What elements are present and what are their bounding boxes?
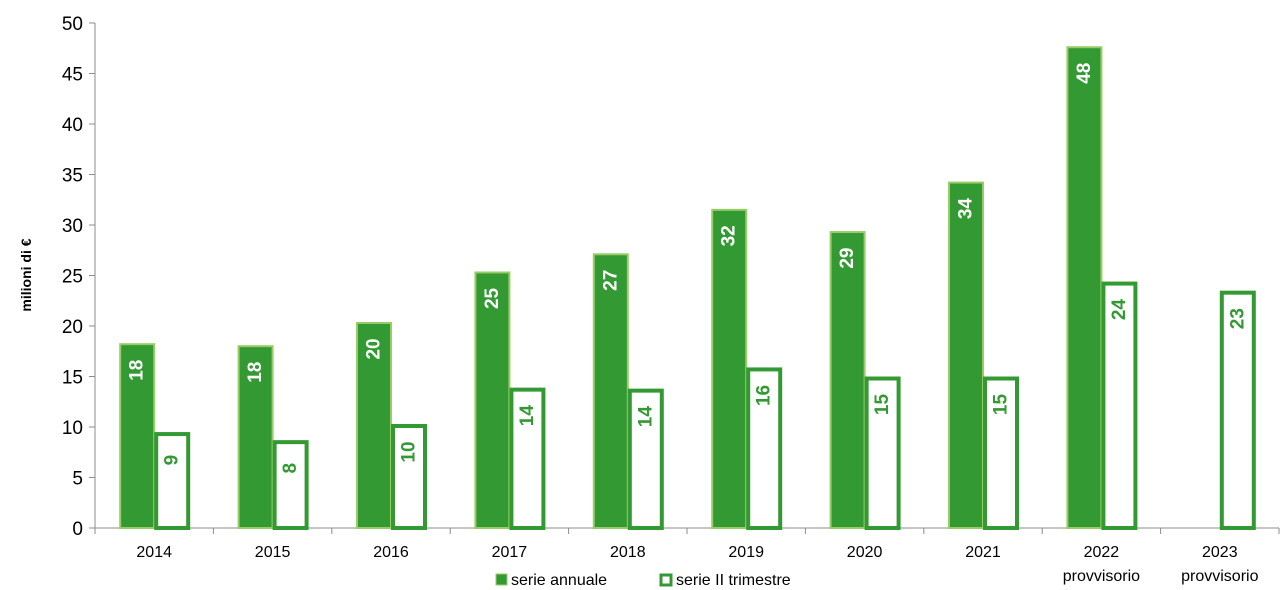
x-tick-label: 2018 bbox=[610, 544, 646, 561]
data-label-serie-ii-trimestre: 16 bbox=[754, 385, 775, 406]
bar-serie-annuale bbox=[237, 345, 274, 530]
bar-serie-ii-trimestre bbox=[983, 376, 1019, 530]
bar-serie-ii-trimestre bbox=[1219, 290, 1256, 531]
x-tick-label: provvisorio bbox=[1063, 568, 1140, 585]
data-label-serie-annuale: 48 bbox=[1074, 63, 1095, 84]
bar-serie-annuale bbox=[948, 181, 984, 530]
legend-item-serie-ii-trimestre: serie II trimestre bbox=[659, 572, 791, 589]
data-label-serie-annuale: 18 bbox=[245, 362, 266, 383]
x-tick-label: 2017 bbox=[492, 544, 528, 561]
data-label-serie-ii-trimestre: 14 bbox=[635, 406, 656, 428]
bar-serie-ii-trimestre bbox=[154, 432, 191, 531]
data-label-serie-annuale: 18 bbox=[127, 360, 148, 381]
y-tick-label: 20 bbox=[62, 317, 83, 338]
y-tick-label: 50 bbox=[62, 14, 83, 35]
y-tick-label: 45 bbox=[62, 65, 83, 86]
data-label-serie-ii-trimestre: 15 bbox=[991, 394, 1012, 416]
y-tick-label: 0 bbox=[72, 519, 83, 540]
data-label-serie-ii-trimestre: 15 bbox=[872, 394, 893, 416]
data-label-serie-ii-trimestre: 23 bbox=[1227, 308, 1248, 329]
bar-serie-annuale bbox=[829, 231, 866, 529]
data-label-serie-ii-trimestre: 24 bbox=[1109, 299, 1130, 321]
bars bbox=[119, 46, 1256, 531]
data-labels: 18 9 18 8 20 10 25 14 27 14 32 16 29 15 34 15 48 24 23 bbox=[127, 63, 1249, 474]
bar-serie-annuale bbox=[474, 271, 511, 529]
y-tick-label: 10 bbox=[62, 418, 83, 439]
data-label-serie-annuale: 34 bbox=[956, 198, 977, 220]
bar-serie-annuale bbox=[592, 253, 629, 529]
x-tick-label: 2020 bbox=[847, 544, 883, 561]
data-label-serie-ii-trimestre: 9 bbox=[162, 455, 183, 466]
data-label-serie-ii-trimestre: 10 bbox=[399, 441, 420, 462]
y-tick-label: 5 bbox=[72, 469, 83, 490]
bar-serie-ii-trimestre bbox=[391, 423, 427, 530]
data-label-serie-annuale: 29 bbox=[837, 247, 858, 268]
bar-serie-ii-trimestre bbox=[1101, 281, 1138, 530]
data-label-serie-ii-trimestre: 8 bbox=[280, 463, 301, 474]
bar-serie-annuale bbox=[711, 208, 748, 529]
x-tick-label: 2019 bbox=[728, 544, 764, 561]
bar-serie-ii-trimestre bbox=[272, 440, 309, 530]
data-label-serie-ii-trimestre: 14 bbox=[517, 405, 538, 427]
legend-item-serie-annuale: serie annuale bbox=[495, 572, 607, 589]
y-tick-label: 15 bbox=[62, 368, 83, 389]
x-tick-label: 2023 bbox=[1202, 544, 1238, 561]
legend-label: serie annuale bbox=[511, 572, 607, 589]
data-label-serie-annuale: 25 bbox=[482, 287, 503, 309]
data-label-serie-annuale: 32 bbox=[719, 225, 740, 246]
legend-swatch-filled bbox=[495, 573, 508, 586]
x-tick-label: 2022 bbox=[1084, 544, 1120, 561]
bar-serie-ii-trimestre bbox=[627, 388, 664, 531]
y-tick-label: 35 bbox=[62, 166, 83, 187]
bar-serie-annuale bbox=[1066, 46, 1103, 530]
x-tick-label: provvisorio bbox=[1181, 568, 1258, 585]
bar-serie-ii-trimestre bbox=[864, 376, 901, 530]
x-tick-label: 2021 bbox=[965, 544, 1001, 561]
legend: serie annuale serie II trimestre bbox=[495, 572, 791, 589]
legend-label: serie II trimestre bbox=[676, 572, 791, 589]
bar-serie-ii-trimestre bbox=[509, 387, 546, 530]
y-tick-label: 25 bbox=[62, 267, 83, 288]
x-tick-label: 2014 bbox=[136, 544, 172, 561]
y-tick-label: 40 bbox=[62, 115, 83, 136]
legend-swatch-outline bbox=[659, 573, 673, 587]
x-tick-label: 2015 bbox=[255, 544, 291, 561]
bar-serie-ii-trimestre bbox=[746, 367, 783, 530]
x-tick-label: 2016 bbox=[373, 544, 409, 561]
bar-serie-annuale bbox=[356, 321, 392, 529]
data-label-serie-annuale: 27 bbox=[600, 270, 621, 291]
data-label-serie-annuale: 20 bbox=[364, 338, 385, 359]
y-tick-label: 30 bbox=[62, 216, 83, 237]
y-axis-label: milioni di € bbox=[18, 238, 34, 311]
